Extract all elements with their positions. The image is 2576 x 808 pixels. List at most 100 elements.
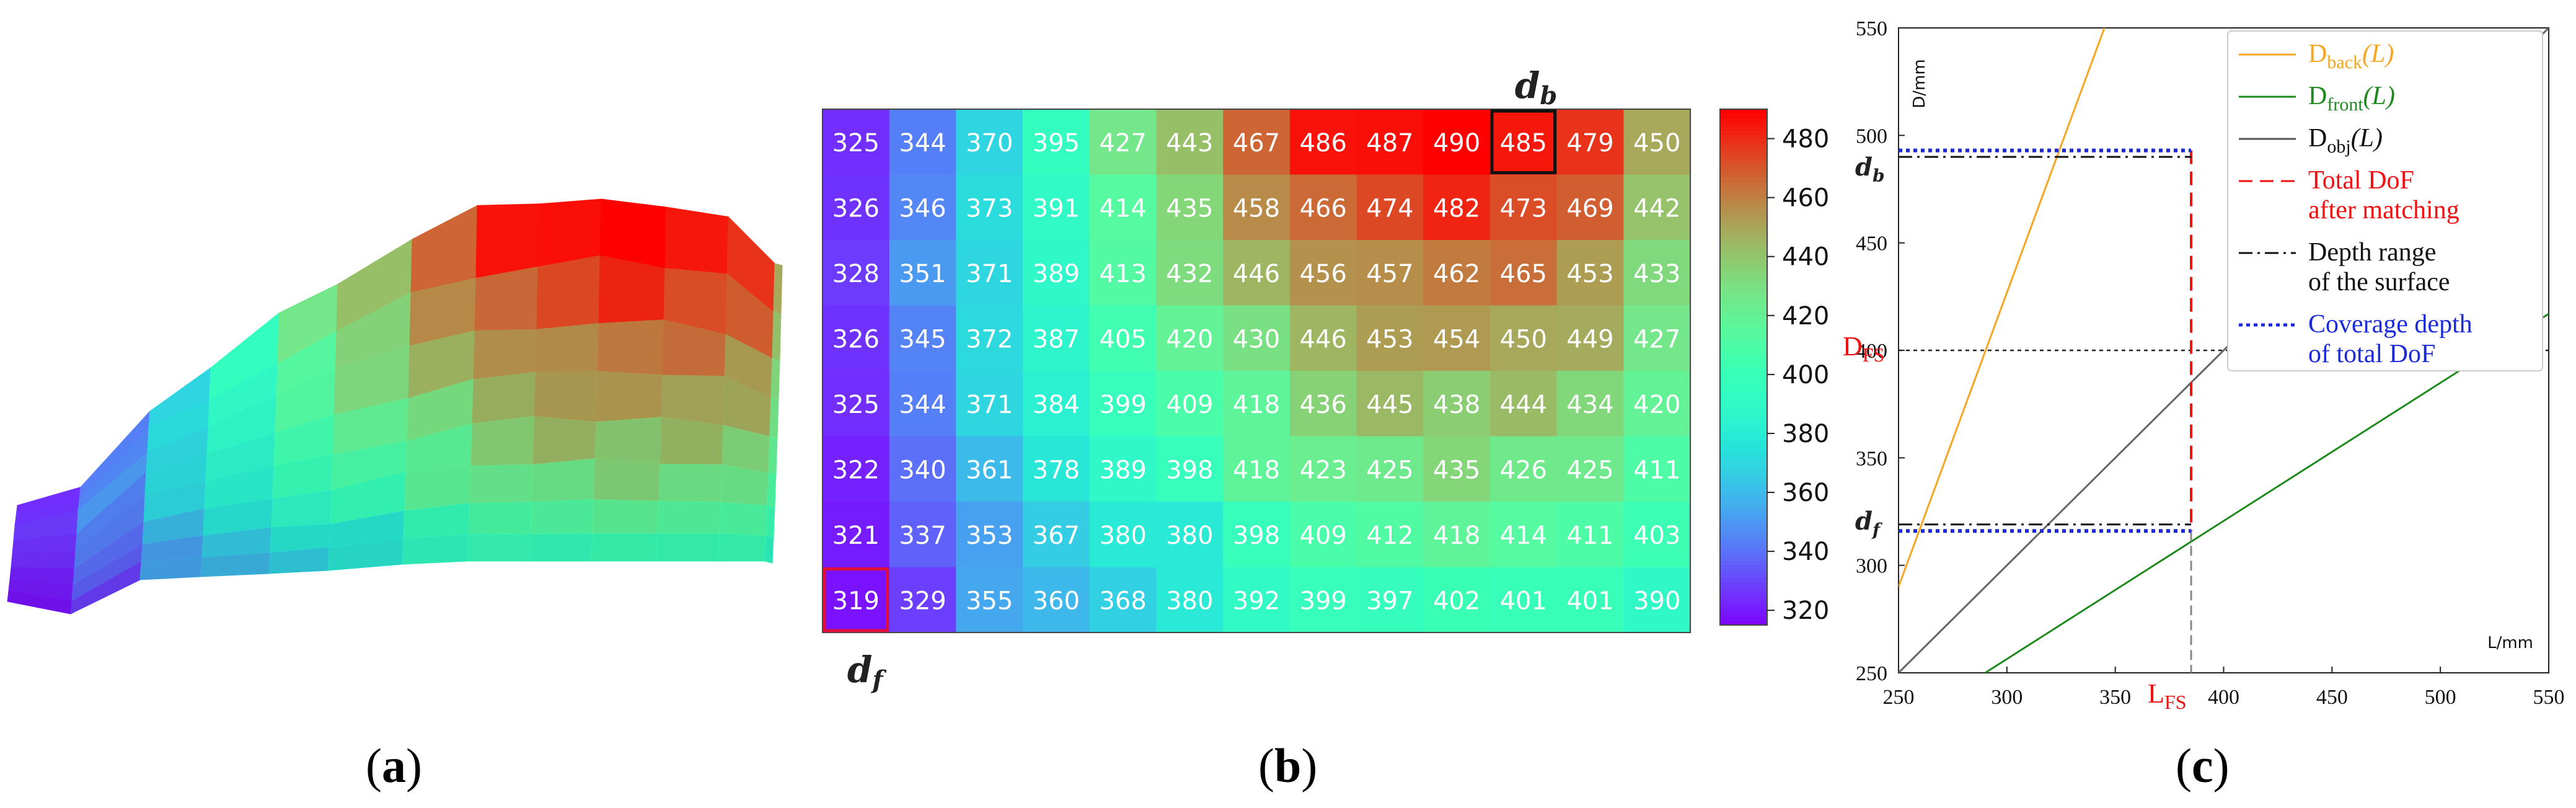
heatmap-value: 487 — [1366, 129, 1413, 158]
colorbar-segment — [1720, 272, 1767, 278]
y-tick-label: 450 — [1856, 233, 1887, 255]
heatmap-cell — [1089, 567, 1157, 633]
surface-facet-shade — [718, 533, 766, 561]
heatmap-value: 371 — [966, 391, 1013, 419]
heatmap-cell — [1556, 240, 1624, 306]
heatmap-cell — [1223, 502, 1290, 568]
colorbar-segment — [1720, 332, 1767, 338]
surface-facet-shade — [402, 534, 469, 564]
surface-facet-shade — [665, 207, 728, 274]
colorbar-segment — [1720, 234, 1767, 239]
heatmap-cell — [823, 436, 890, 502]
heatmap-cell — [1490, 371, 1558, 437]
heatmap-cell — [1223, 305, 1290, 371]
heatmap-cell — [889, 436, 956, 502]
heatmap-cell — [1556, 109, 1624, 175]
heatmap-cell — [1623, 240, 1691, 306]
heatmap-cell — [956, 371, 1023, 437]
heatmap-cell — [1356, 567, 1424, 633]
heatmap-cell — [956, 174, 1023, 241]
heatmap-value: 344 — [899, 129, 946, 158]
surface-facet-shade — [202, 527, 271, 558]
heatmap-value: 398 — [1166, 456, 1213, 484]
heatmap-value: 390 — [1633, 587, 1680, 615]
heatmap-value: 326 — [832, 325, 880, 353]
surface-facet-shade — [537, 255, 600, 329]
legend-label-range: Depth range — [2308, 238, 2436, 267]
colorbar-segment — [1720, 479, 1767, 484]
colorbar-segment — [1720, 384, 1767, 389]
heatmap-cell — [1089, 305, 1157, 371]
colorbar-segment — [1720, 117, 1767, 123]
surface-facet-shade — [404, 503, 470, 539]
legend-box — [2227, 30, 2543, 371]
surface-facet-shade — [721, 464, 769, 506]
heatmap-value: 412 — [1366, 522, 1413, 550]
series-line-front — [1985, 313, 2549, 673]
heatmap-cell — [889, 174, 956, 241]
heatmap-cell — [1556, 436, 1624, 502]
colorbar-tick-label: 460 — [1782, 184, 1829, 213]
heatmap-cell — [1156, 436, 1224, 502]
surface-facet-shade — [11, 550, 76, 569]
heatmap-cell — [1356, 305, 1424, 371]
colorbar-segment — [1720, 410, 1767, 415]
surface-facet-shade — [9, 579, 73, 602]
heatmap-value: 399 — [1099, 391, 1146, 419]
surface-facet-shade — [471, 416, 534, 466]
colorbar-segment — [1720, 444, 1767, 450]
colorbar-segment — [1720, 461, 1767, 467]
heatmap-cell — [889, 109, 956, 175]
heatmap-value: 399 — [1300, 587, 1347, 615]
heatmap-value: 456 — [1300, 260, 1347, 288]
surface-facet-shade — [141, 535, 203, 562]
colorbar-segment — [1720, 135, 1767, 140]
heatmap-cell — [1423, 371, 1491, 437]
heatmap-cell — [889, 371, 956, 437]
y-tick-label: 300 — [1856, 555, 1887, 578]
heatmap-cell — [889, 305, 956, 371]
heatmap-value: 411 — [1566, 522, 1613, 550]
surface-facet-shade — [532, 458, 595, 502]
colorbar-segment — [1720, 277, 1767, 282]
surface-facet-shade — [769, 437, 777, 476]
surface-facet-shade — [722, 425, 770, 474]
panel-label-c: (c) — [2176, 739, 2230, 792]
heatmap-cell — [1089, 109, 1157, 175]
heatmap-value: 380 — [1099, 522, 1146, 550]
colorbar-segment — [1720, 530, 1767, 536]
heatmap-value: 425 — [1566, 456, 1613, 484]
heatmap-value: 445 — [1366, 391, 1413, 419]
colorbar-segment — [1720, 345, 1767, 351]
surface-facet-shade — [206, 433, 275, 481]
heatmap-cell — [1156, 174, 1224, 241]
colorbar-segment — [1720, 246, 1767, 252]
x-axis-label: L/mm — [2487, 634, 2533, 652]
surface-facet-shade — [407, 379, 474, 442]
colorbar-segment — [1720, 548, 1767, 553]
heatmap-value: 401 — [1500, 587, 1547, 615]
colorbar-segment — [1720, 448, 1767, 454]
surface-facet-shade — [766, 505, 775, 538]
colorbar-segment — [1720, 552, 1767, 557]
colorbar-tick-label: 420 — [1782, 302, 1829, 331]
heatmap-value: 420 — [1166, 325, 1213, 353]
colorbar-segment — [1720, 264, 1767, 269]
heatmap-cell — [1223, 567, 1290, 633]
heatmap-cell — [956, 567, 1023, 633]
heatmap-cell — [1156, 567, 1224, 633]
colorbar-segment — [1720, 419, 1767, 424]
heatmap-value: 353 — [966, 522, 1013, 550]
heatmap-value: 465 — [1500, 260, 1547, 288]
surface-facet-shade — [73, 522, 144, 585]
colorbar-segment — [1720, 143, 1767, 149]
highlight-box — [1490, 109, 1557, 174]
heatmap-cell — [1423, 305, 1491, 371]
colorbar-tick-label: 480 — [1782, 125, 1829, 154]
surface-facet-shade — [470, 464, 533, 504]
colorbar-segment — [1720, 504, 1767, 510]
colorbar-segment — [1720, 513, 1767, 518]
colorbar-segment — [1720, 354, 1767, 360]
heatmap-value: 426 — [1500, 456, 1547, 484]
heatmap-value: 345 — [899, 325, 946, 353]
